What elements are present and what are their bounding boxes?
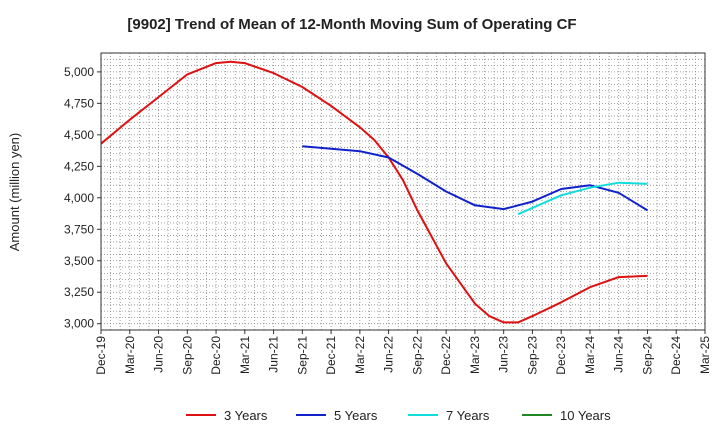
y-tick-label: 3,750 (64, 222, 94, 236)
x-tick-label: Mar-25 (698, 336, 712, 374)
x-tick-label: Sep-21 (295, 336, 309, 375)
series-line-7-years (517, 181, 648, 216)
series-lines (100, 60, 649, 324)
x-tick-label: Jun-23 (497, 336, 511, 373)
x-tick-label: Dec-22 (439, 336, 453, 375)
x-tick-label: Sep-20 (180, 336, 194, 375)
y-tick-label: 4,750 (64, 96, 94, 110)
plot-frame (100, 52, 706, 331)
plot-area (101, 53, 705, 330)
legend-label: 3 Years (224, 408, 268, 423)
series-line-5-years (302, 145, 649, 212)
y-tick-label: 4,500 (64, 128, 94, 142)
x-tick-label: Jun-20 (152, 336, 166, 373)
axes: 3,000 3,250 3,500 3,750 4,000 4,250 4,500 4,750… (64, 52, 712, 375)
plot-background (101, 53, 705, 330)
chart-title: [9902] Trend of Mean of 12-Month Moving … (127, 16, 576, 33)
legend-label: 10 Years (560, 408, 611, 423)
x-tick-label: Mar-22 (353, 336, 367, 374)
legend: 3 Years 5 Years 7 Years 10 Years (186, 408, 611, 423)
y-tick-label: 4,000 (64, 191, 94, 205)
y-tick-label: 5,000 (64, 65, 94, 79)
x-tick-label: Mar-20 (123, 336, 137, 374)
x-tick-label: Jun-21 (267, 336, 281, 373)
x-tick-label: Dec-24 (669, 336, 683, 375)
y-tick-label: 3,000 (64, 317, 94, 331)
x-tick-label: Jun-22 (382, 336, 396, 373)
x-tick-label: Dec-23 (554, 336, 568, 375)
x-tick-label: Sep-23 (525, 336, 539, 375)
legend-label: 5 Years (334, 408, 378, 423)
x-tick-label: Mar-23 (468, 336, 482, 374)
x-tick-label: Dec-19 (94, 336, 108, 375)
x-tick-label: Mar-21 (238, 336, 252, 374)
y-tick-label: 4,250 (64, 159, 94, 173)
legend-label: 7 Years (446, 408, 490, 423)
x-tick-label: Sep-22 (410, 336, 424, 375)
y-tick-label: 3,250 (64, 285, 94, 299)
x-tick-label: Dec-20 (209, 336, 223, 375)
y-tick-label: 3,500 (64, 254, 94, 268)
x-tick-label: Mar-24 (583, 336, 597, 374)
y-axis-label: Amount (million yen) (7, 133, 22, 252)
x-tick-label: Dec-21 (324, 336, 338, 375)
x-tick-label: Sep-24 (640, 336, 654, 375)
x-tick-label: Jun-24 (612, 336, 626, 373)
